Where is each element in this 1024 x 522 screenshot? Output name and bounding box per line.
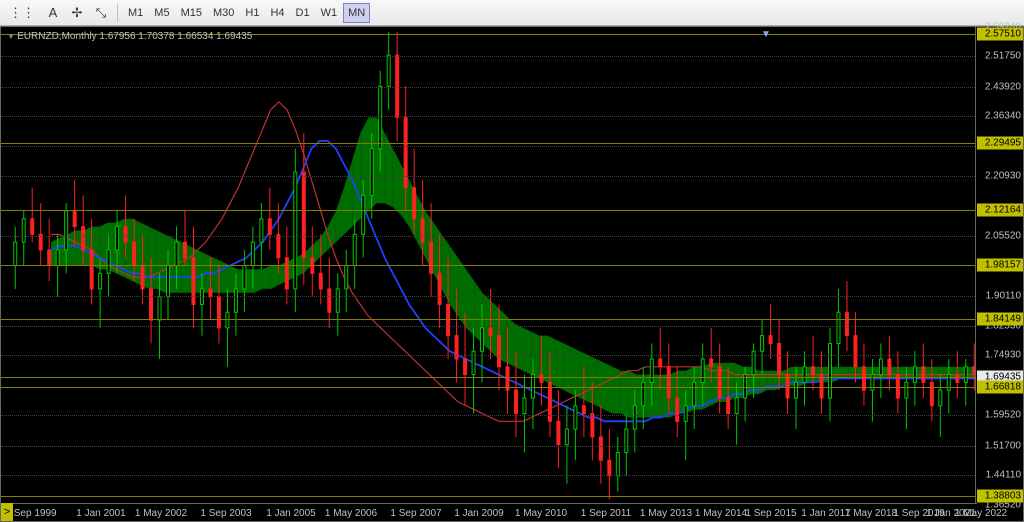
timeframe-d1-button[interactable]: D1 (291, 3, 315, 23)
price-tick: 1.74930 (985, 350, 1021, 361)
grid-line (1, 355, 977, 356)
timeframe-m5-button[interactable]: M5 (149, 3, 174, 23)
toolbar: ⋮⋮ A ✢ ⤡ M1M5M15M30H1H4D1W1MN (0, 0, 1024, 26)
price-axis: 2.592402.517502.439202.363402.287402.209… (975, 27, 1023, 505)
toolbar-separator (117, 4, 118, 22)
time-tick: 1 May 2010 (515, 508, 567, 519)
timeframe-w1-button[interactable]: W1 (316, 3, 343, 23)
time-tick: 1 Jan 2001 (76, 508, 126, 519)
price-tick: 1.90110 (986, 291, 1021, 302)
timeframe-h1-button[interactable]: H1 (240, 3, 264, 23)
time-tick: 1 Sep 2015 (745, 508, 796, 519)
price-level-marker: 2.57510 (977, 27, 1023, 40)
indicator-arrow-icon: ▼ (761, 29, 771, 40)
timeframe-m30-button[interactable]: M30 (208, 3, 239, 23)
grid-line (1, 87, 977, 88)
time-tick: 1 Sep 1999 (5, 508, 56, 519)
time-tick: 1 Sep 2003 (200, 508, 251, 519)
price-level-marker: 1.84149 (977, 313, 1023, 326)
timeframe-m15-button[interactable]: M15 (176, 3, 207, 23)
price-level-marker: 1.98157 (977, 258, 1023, 271)
price-level-marker: 2.12164 (977, 204, 1023, 217)
price-tick: 2.43920 (985, 81, 1021, 92)
horizontal-level-line (1, 377, 977, 378)
timeframe-buttons: M1M5M15M30H1H4D1W1MN (123, 3, 370, 23)
price-level-marker: 1.38803 (977, 490, 1023, 503)
chart-shift-button[interactable]: > (1, 503, 13, 521)
time-tick: 1 May 2013 (640, 508, 692, 519)
time-tick: 1 May 2022 (955, 508, 1007, 519)
chart-window: EURNZD,Monthly 1.67956 1.70378 1.66534 1… (0, 26, 1024, 522)
grid-line (1, 446, 977, 447)
chart-plot-area[interactable] (1, 27, 977, 505)
price-tick: 2.20930 (985, 171, 1021, 182)
horizontal-level-line (1, 143, 977, 144)
grid-icon: ⋮⋮ (9, 5, 35, 21)
grid-line (1, 326, 977, 327)
time-tick: 1 Jan 2017 (801, 508, 851, 519)
time-tick: 1 Jan 2005 (266, 508, 316, 519)
price-level-marker: 2.29495 (977, 136, 1023, 149)
chart-symbol-title: EURNZD,Monthly 1.67956 1.70378 1.66534 1… (7, 31, 252, 42)
grid-toggle-button[interactable]: ⋮⋮ (4, 3, 40, 23)
grid-line (1, 116, 977, 117)
horizontal-level-line (1, 496, 977, 497)
timeframe-m1-button[interactable]: M1 (123, 3, 148, 23)
time-tick: 1 Sep 2011 (581, 508, 631, 519)
time-tick: 1 Jan 2009 (454, 508, 504, 519)
price-tick: 2.36340 (985, 111, 1021, 122)
grid-line (1, 296, 977, 297)
cursor-icon: ⤡ (96, 5, 106, 21)
price-level-marker: 1.66818 (977, 380, 1023, 393)
time-tick: 1 May 2014 (695, 508, 747, 519)
price-tick: 1.59520 (985, 410, 1021, 421)
horizontal-level-line (1, 265, 977, 266)
price-tick: 1.51700 (985, 440, 1021, 451)
grid-line (1, 236, 977, 237)
time-tick: 1 May 2006 (325, 508, 377, 519)
time-tick: 1 Sep 2007 (390, 508, 441, 519)
time-axis: 1 Sep 1999 1 Jan 2001 1 May 2002 1 Sep 2003… (1, 503, 977, 521)
crosshair-button[interactable]: ✢ (66, 3, 88, 23)
price-tick: 1.44110 (986, 470, 1021, 481)
grid-line (1, 146, 977, 147)
grid-line (1, 475, 977, 476)
crosshair-icon: ✢ (72, 5, 83, 21)
time-tick: 1 May 2002 (135, 508, 187, 519)
grid-line (1, 415, 977, 416)
timeframe-h4-button[interactable]: H4 (265, 3, 289, 23)
cursor-tool-button[interactable]: ⤡ (90, 3, 112, 23)
timeframe-mn-button[interactable]: MN (343, 3, 370, 23)
grid-line (1, 56, 977, 57)
text-tool-button[interactable]: A (42, 3, 64, 23)
horizontal-level-line (1, 210, 977, 211)
price-tick: 2.51750 (985, 51, 1021, 62)
horizontal-level-line (1, 319, 977, 320)
price-tick: 2.05520 (985, 231, 1021, 242)
grid-line (1, 176, 977, 177)
text-icon: A (49, 5, 58, 20)
time-tick: 1 May 2018 (845, 508, 897, 519)
horizontal-level-line (1, 387, 977, 388)
